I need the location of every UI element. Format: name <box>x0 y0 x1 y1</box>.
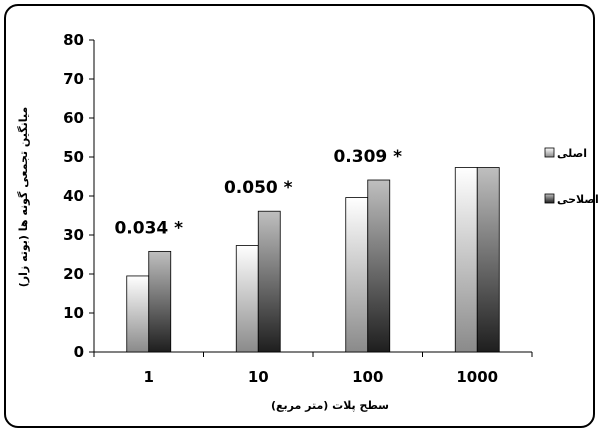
bar-series2 <box>257 210 281 353</box>
bar-series2 <box>148 250 172 353</box>
labels: 0 10 20 30 40 50 60 70 80 1 0.034 * 10 0.050 * 100 0.3… <box>63 31 498 386</box>
x-axis-title: سطح پلات (متر مربع) <box>271 399 389 412</box>
y-tick-label: 50 <box>63 148 84 166</box>
x-tick-label: 10 <box>248 368 269 386</box>
legend-label: اصلاحی <box>557 193 599 206</box>
significance-annotation: 0.034 * <box>114 218 183 238</box>
legend-label: اصلی <box>557 147 587 160</box>
significance-annotation: 0.050 * <box>224 178 293 198</box>
bars <box>126 167 500 353</box>
significance-annotation: 0.309 * <box>333 147 402 167</box>
y-tick-label: 30 <box>63 226 84 244</box>
bar-series2 <box>367 179 391 353</box>
x-tick-label: 100 <box>352 368 383 386</box>
y-tick-label: 60 <box>63 109 84 127</box>
legend-swatch <box>544 193 555 204</box>
y-tick-label: 20 <box>63 265 84 283</box>
y-axis-title: میانگین تجمعی گونه ها (بوته زار) <box>17 107 30 287</box>
y-tick-label: 10 <box>63 304 84 322</box>
y-tick-label: 40 <box>63 187 84 205</box>
x-tick-label: 1 <box>144 368 154 386</box>
bar-series1 <box>126 275 150 353</box>
x-tick-label: 1000 <box>456 368 498 386</box>
legend: اصلی اصلاحی <box>544 147 599 206</box>
bar-series1 <box>454 167 478 353</box>
legend-swatch <box>544 147 555 158</box>
y-tick-label: 70 <box>63 70 84 88</box>
bar-series1 <box>345 197 369 353</box>
bar-series2 <box>476 167 500 353</box>
y-tick-label: 0 <box>74 343 84 361</box>
y-tick-label: 80 <box>63 31 84 49</box>
bar-series1 <box>235 245 259 353</box>
